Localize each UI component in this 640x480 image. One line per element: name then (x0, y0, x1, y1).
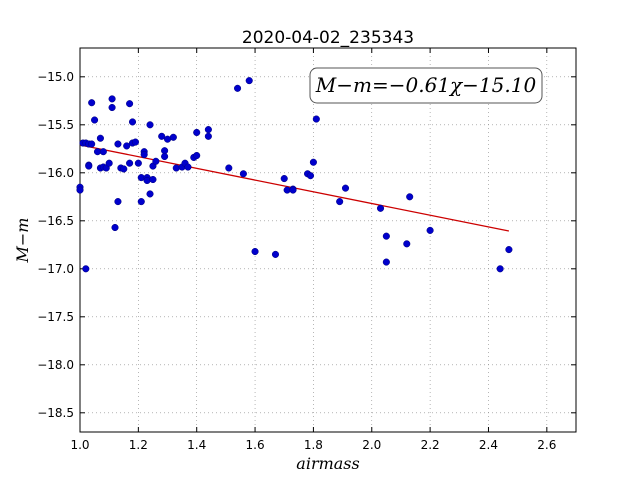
y-tick-label: −18.0 (37, 358, 74, 372)
y-tick-label: −15.5 (37, 118, 74, 132)
x-tick-label: 1.6 (246, 438, 265, 452)
data-point (289, 186, 297, 194)
data-point (120, 165, 128, 173)
data-point (96, 134, 104, 142)
data-point (146, 190, 154, 198)
y-axis-label: M−m (13, 218, 32, 264)
data-point (309, 158, 317, 166)
data-point (406, 193, 414, 201)
data-point (146, 121, 154, 129)
data-point (184, 163, 192, 171)
data-point (134, 159, 142, 167)
plot-frame (79, 47, 577, 433)
data-point (204, 126, 212, 134)
x-tick-label: 2.2 (421, 438, 440, 452)
data-point (403, 240, 411, 248)
y-tick-label: −17.5 (37, 310, 74, 324)
data-point (161, 152, 169, 161)
data-point (143, 176, 151, 185)
x-tick-label: 1.2 (129, 438, 148, 452)
data-point (341, 184, 350, 192)
data-point (271, 250, 280, 258)
annotation-box: M−m=−0.61χ−15.10 (309, 67, 543, 104)
data-point (99, 148, 107, 156)
data-point (85, 162, 93, 170)
annotation-frame (309, 67, 543, 104)
data-point (158, 132, 166, 140)
y-tick-label: −16.5 (37, 214, 74, 228)
data-point (225, 164, 233, 172)
y-tick-label: −18.5 (37, 406, 74, 420)
x-tick-label: 2.6 (537, 438, 556, 452)
data-point (88, 99, 96, 107)
data-point (128, 118, 137, 126)
data-point (114, 140, 122, 148)
x-tick-label: 1.8 (304, 438, 323, 452)
data-point (312, 115, 320, 123)
data-point (114, 198, 122, 206)
y-tick-label: −17.0 (37, 262, 74, 276)
data-point (239, 170, 247, 178)
data-point (426, 226, 434, 234)
data-point (306, 172, 315, 180)
y-tick-label: −15.0 (37, 70, 74, 84)
grid (79, 48, 576, 432)
data-point (152, 157, 160, 165)
data-point (496, 265, 504, 273)
fit-equation: M−m=−0.61χ−15.10 (315, 73, 537, 97)
data-point (126, 100, 134, 108)
data-point (245, 77, 253, 85)
data-point (280, 175, 288, 183)
data-point (123, 142, 131, 150)
data-point (251, 247, 259, 256)
data-point (137, 198, 145, 206)
data-points (76, 77, 513, 273)
data-point (193, 128, 201, 137)
data-point (91, 116, 99, 124)
data-point (382, 232, 390, 240)
x-ticks: 1.0 1.2 1.4 1.6 1.8 2.0 2.2 2.4 2.6 (70, 48, 556, 452)
x-tick-label: 1.4 (187, 438, 206, 452)
data-point (108, 103, 116, 112)
data-point (193, 151, 201, 160)
data-point (82, 265, 90, 273)
data-point (204, 132, 212, 140)
data-point (234, 84, 242, 92)
data-point (126, 159, 134, 167)
data-point (76, 186, 84, 194)
chart-title: 2020-04-02_235343 (242, 28, 414, 48)
data-point (149, 175, 157, 184)
data-point (131, 138, 139, 146)
data-point (88, 140, 96, 148)
y-tick-label: −16.0 (37, 166, 74, 180)
data-point (105, 159, 113, 167)
data-point (172, 164, 180, 172)
data-point (140, 151, 148, 159)
data-point (382, 258, 390, 266)
data-point (111, 223, 119, 232)
x-tick-label: 2.0 (362, 438, 381, 452)
x-axis-label: airmass (296, 454, 359, 473)
data-point (336, 198, 344, 206)
x-tick-label: 1.0 (70, 438, 89, 452)
data-point (376, 204, 385, 212)
data-point (505, 246, 513, 254)
x-tick-label: 2.4 (479, 438, 498, 452)
y-ticks: −15.0 −15.5 −16.0 −16.5 −17.0 −17.5 −18.0 −18.5 (37, 70, 576, 420)
data-point (108, 95, 116, 103)
data-point (169, 133, 177, 141)
